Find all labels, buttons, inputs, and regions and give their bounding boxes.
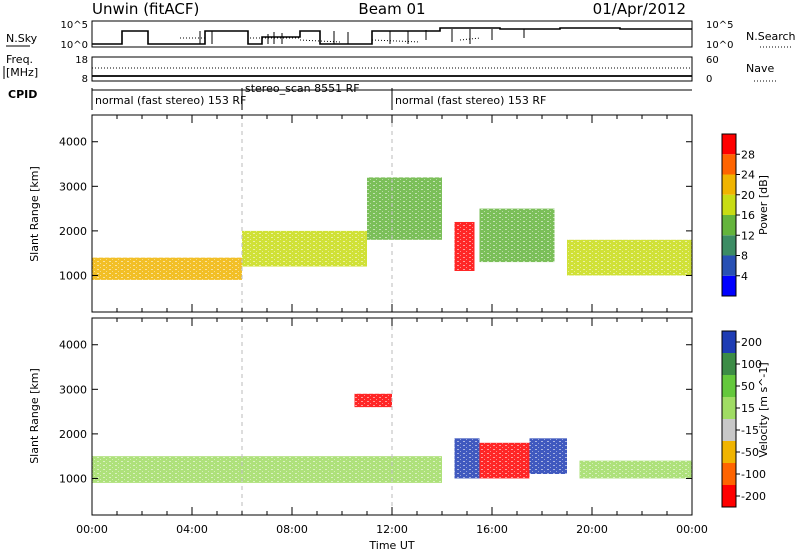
velocity-panel: 1000 2000 3000 4000 00:00 04:00 08:00 12:00 16:0… xyxy=(28,317,770,552)
colorbar-tick-label: 200 xyxy=(741,336,762,349)
colorbar-tick-label: -100 xyxy=(741,468,766,481)
colorbar-tick-label: 16 xyxy=(741,209,755,222)
colorbar-swatch xyxy=(722,215,736,236)
freq-tick-top: 18 xyxy=(75,55,88,66)
cpid-segment-text: normal (fast stereo) 153 RF xyxy=(395,94,546,107)
x-tick-label: 00:00 xyxy=(676,523,708,536)
colorbar-swatch xyxy=(722,255,736,276)
nsky-tick-bottom: 10^0 xyxy=(61,40,88,51)
cpid-segment-text: stereo_scan 8551 RF xyxy=(245,82,360,95)
nave-label: Nave xyxy=(746,62,774,75)
colorbar-swatch xyxy=(722,441,736,463)
y-tick-label: 2000 xyxy=(59,225,87,238)
cpid-segment-text: normal (fast stereo) 153 RF xyxy=(95,94,246,107)
colorbar-swatch xyxy=(722,194,736,215)
nsky-tick-top: 10^5 xyxy=(61,20,88,31)
velocity-colorbar-label: Velocity [m s^-1] xyxy=(757,362,770,457)
nsearch-tick-bottom: 10^0 xyxy=(706,40,733,51)
colorbar-swatch xyxy=(722,174,736,195)
freq-label-bottom: [MHz] xyxy=(6,66,38,79)
colorbar-swatch xyxy=(722,275,736,296)
colorbar-tick-label: -50 xyxy=(741,446,759,459)
colorbar-swatch xyxy=(722,463,736,485)
colorbar-tick-label: -200 xyxy=(741,490,766,503)
nsearch-label: N.Search xyxy=(746,30,796,43)
colorbar-tick-label: 15 xyxy=(741,402,755,415)
x-tick-label: 12:00 xyxy=(376,523,408,536)
x-tick-label: 00:00 xyxy=(76,523,108,536)
colorbar-swatch xyxy=(722,397,736,419)
freq-tick-bottom: 8 xyxy=(82,74,88,85)
colorbar-tick-label: 28 xyxy=(741,148,755,161)
colorbar-swatch xyxy=(722,485,736,507)
y-tick-label: 3000 xyxy=(59,180,87,193)
power-colorbar-label: Power [dB] xyxy=(757,175,770,235)
station-title: Unwin (fitACF) xyxy=(92,0,199,18)
y-tick-label: 1000 xyxy=(59,269,87,282)
colorbar-swatch xyxy=(722,331,736,353)
velocity-ylabel: Slant Range [km] xyxy=(28,368,41,464)
colorbar-frame xyxy=(721,330,737,508)
colorbar-swatch xyxy=(722,419,736,441)
colorbar-swatch xyxy=(722,353,736,375)
colorbar-tick-label: 8 xyxy=(741,250,748,263)
y-tick-label: 4000 xyxy=(59,136,87,149)
y-tick-label: 3000 xyxy=(59,383,87,396)
x-tick-label: 20:00 xyxy=(576,523,608,536)
nave-tick-top: 60 xyxy=(706,55,719,66)
colorbar-tick-label: 100 xyxy=(741,358,762,371)
power-ylabel: Slant Range [km] xyxy=(28,166,41,262)
colorbar-tick-label: 50 xyxy=(741,380,755,393)
x-tick-label: 04:00 xyxy=(176,523,208,536)
date-title: 01/Apr/2012 xyxy=(593,0,686,18)
colorbar-swatch xyxy=(722,154,736,175)
colorbar-tick-label: 24 xyxy=(741,169,755,182)
y-tick-label: 2000 xyxy=(59,428,87,441)
freq-label-top: Freq. xyxy=(6,53,33,66)
beam-title: Beam 01 xyxy=(358,0,425,18)
colorbar-tick-label: -15 xyxy=(741,424,759,437)
nsky-label: N.Sky xyxy=(6,32,38,45)
x-tick-label: 16:00 xyxy=(476,523,508,536)
colorbar-swatch xyxy=(722,375,736,397)
nsky-panel: N.Sky 10^5 10^0 10^5 10^0 N.Search xyxy=(6,20,796,51)
colorbar-tick-label: 12 xyxy=(741,229,755,242)
colorbar-tick-label: 20 xyxy=(741,189,755,202)
power-panel: 1000 2000 3000 4000 Slant Range [km] 4 8 12 16… xyxy=(28,114,770,313)
x-axis-label: Time UT xyxy=(368,539,414,552)
colorbar-swatch xyxy=(722,235,736,256)
colorbar-tick-label: 4 xyxy=(741,270,748,283)
cpid-panel: CPID normal (fast stereo) 153 RFstereo_s… xyxy=(8,82,692,110)
nsearch-tick-top: 10^5 xyxy=(706,20,733,31)
cpid-label: CPID xyxy=(8,88,37,101)
colorbar-swatch xyxy=(722,134,736,155)
x-tick-label: 08:00 xyxy=(276,523,308,536)
y-tick-label: 4000 xyxy=(59,339,87,352)
y-tick-label: 1000 xyxy=(59,472,87,485)
freq-panel: Freq. [MHz] 18 8 60 0 Nave xyxy=(3,53,776,85)
nave-tick-bottom: 0 xyxy=(706,74,712,85)
